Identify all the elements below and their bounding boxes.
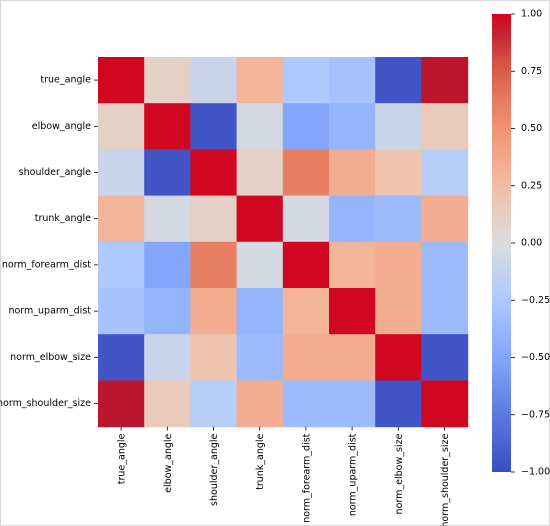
x-tick-label-3: trunk_angle (255, 433, 266, 489)
heatmap-cell-r6-c3 (236, 334, 284, 381)
colorbar-tick-label-4: 0.00 (521, 238, 542, 249)
heatmap-cell-r1-c7 (421, 103, 469, 150)
x-axis-ticks: true_angle elbow_angle shoulder_angle trunk… (117, 426, 451, 526)
heatmap-cell-r7-c4 (282, 380, 330, 428)
y-tick-label-0: true_angle (40, 75, 91, 86)
heatmap-cell-r4-c5 (329, 241, 376, 289)
heatmap-cell-r6-c1 (144, 334, 191, 381)
heatmap-cell-r0-c0 (98, 57, 145, 104)
heatmap-cell-r0-c2 (190, 57, 238, 104)
heatmap-cell-r7-c3 (236, 380, 284, 428)
heatmap-cell-r2-c5 (329, 149, 376, 197)
heatmap-cell-r4-c6 (375, 241, 422, 289)
heatmap-cells (98, 57, 469, 428)
heatmap-cell-r2-c1 (144, 149, 191, 197)
heatmap-cell-r4-c7 (421, 241, 469, 289)
heatmap-cell-r7-c0 (98, 380, 145, 428)
heatmap-cell-r3-c2 (190, 195, 238, 243)
heatmap-cell-r2-c3 (236, 149, 284, 197)
colorbar-tick-label-5: −0.25 (521, 295, 550, 306)
heatmap-cell-r7-c2 (190, 380, 238, 428)
heatmap-cell-r1-c4 (282, 103, 330, 150)
heatmap-cell-r0-c6 (375, 57, 422, 104)
heatmap-cell-r3-c7 (421, 195, 469, 243)
heatmap-cell-r5-c5 (329, 288, 376, 335)
heatmap-cell-r6-c5 (329, 334, 376, 381)
heatmap-cell-r4-c4 (282, 241, 330, 289)
heatmap-cell-r2-c6 (375, 149, 422, 197)
colorbar-tick-label-7: −0.75 (521, 409, 550, 420)
colorbar-tick-label-8: −1.00 (521, 467, 550, 478)
heatmap-cell-r1-c6 (375, 103, 422, 150)
x-tick-label-6: norm_elbow_size (394, 433, 405, 514)
heatmap-cell-r0-c7 (421, 57, 469, 104)
heatmap-cell-r7-c6 (375, 380, 422, 428)
heatmap-cell-r5-c4 (282, 288, 330, 335)
y-tick-label-6: norm_elbow_size (10, 352, 91, 363)
heatmap-cell-r3-c0 (98, 195, 145, 243)
heatmap-cell-r6-c6 (375, 334, 422, 381)
heatmap-cell-r5-c7 (421, 288, 469, 335)
heatmap-cell-r4-c3 (236, 241, 284, 289)
colorbar-tick-label-1: 0.75 (521, 66, 542, 77)
heatmap-cell-r5-c1 (144, 288, 191, 335)
heatmap-cell-r6-c2 (190, 334, 238, 381)
heatmap-cell-r4-c0 (98, 241, 145, 289)
heatmap-cell-r7-c5 (329, 380, 376, 428)
heatmap-cell-r6-c4 (282, 334, 330, 381)
heatmap-cell-r2-c2 (190, 149, 238, 197)
heatmap-cell-r0-c5 (329, 57, 376, 104)
heatmap-cell-r0-c4 (282, 57, 330, 104)
y-tick-label-3: trunk_angle (35, 213, 91, 224)
y-tick-label-7: norm_shoulder_size (0, 398, 91, 409)
heatmap-cell-r3-c6 (375, 195, 422, 243)
y-tick-label-2: shoulder_angle (19, 167, 91, 178)
heatmap-cell-r2-c0 (98, 149, 145, 197)
heatmap-cell-r5-c2 (190, 288, 238, 335)
colorbar-tick-label-0: 1.00 (521, 9, 542, 20)
x-tick-label-7: norm_shoulder_size (440, 433, 451, 526)
x-tick-label-0: true_angle (117, 433, 128, 484)
heatmap-cell-r2-c7 (421, 149, 469, 197)
y-axis-ticks: true_angle elbow_angle shoulder_angletrunk… (0, 75, 98, 409)
colorbar-gradient (492, 14, 511, 472)
y-tick-label-5: norm_uparm_dist (8, 306, 91, 317)
heatmap-cell-r3-c5 (329, 195, 376, 243)
heatmap-cell-r4-c2 (190, 241, 238, 289)
heatmap-cell-r5-c6 (375, 288, 422, 335)
heatmap-cell-r5-c0 (98, 288, 145, 335)
heatmap-cell-r3-c1 (144, 195, 191, 243)
heatmap-cell-r4-c1 (144, 241, 191, 289)
x-tick-label-2: shoulder_angle (209, 433, 220, 505)
heatmap-cell-r1-c0 (98, 103, 145, 150)
heatmap-cell-r1-c2 (190, 103, 238, 150)
x-tick-label-5: norm_uparm_dist (348, 433, 359, 516)
heatmap-cell-r2-c4 (282, 149, 330, 197)
colorbar-tick-label-3: 0.25 (521, 180, 542, 191)
x-tick-label-1: elbow_angle (163, 433, 174, 492)
heatmap-cell-r1-c3 (236, 103, 284, 150)
colorbar-tick-label-2: 0.50 (521, 123, 542, 134)
heatmap-cell-r5-c3 (236, 288, 284, 335)
y-tick-label-4: norm_forearm_dist (2, 259, 91, 270)
x-tick-label-4: norm_forearm_dist (301, 433, 312, 522)
y-tick-label-1: elbow_angle (32, 121, 91, 132)
heatmap-cell-r6-c0 (98, 334, 145, 381)
colorbar: 1.00 0.75 0.50 0.25 0.00 −0.25 −0.50 −0.75 −1.00 (492, 9, 550, 478)
heatmap-cell-r7-c7 (421, 380, 469, 428)
heatmap-cell-r0-c1 (144, 57, 191, 104)
heatmap-cell-r7-c1 (144, 380, 191, 428)
heatmap-cell-r1-c5 (329, 103, 376, 150)
heatmap-cell-r1-c1 (144, 103, 191, 150)
heatmap-cell-r0-c3 (236, 57, 284, 104)
colorbar-tick-label-6: −0.50 (521, 352, 550, 363)
heatmap-cell-r3-c4 (282, 195, 330, 243)
heatmap-cell-r3-c3 (236, 195, 284, 243)
heatmap-cell-r6-c7 (421, 334, 469, 381)
